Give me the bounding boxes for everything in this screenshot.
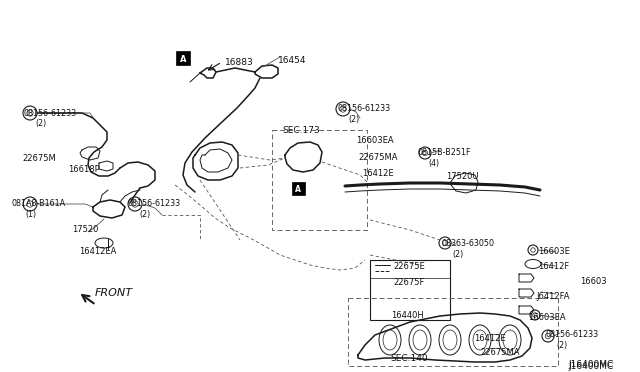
Bar bbox=[292, 182, 305, 195]
Text: (2): (2) bbox=[35, 119, 46, 128]
Text: (4): (4) bbox=[428, 159, 439, 168]
Text: 08156-61233: 08156-61233 bbox=[128, 199, 181, 208]
Text: 16603EA: 16603EA bbox=[356, 136, 394, 145]
Text: 22675M: 22675M bbox=[22, 154, 56, 163]
Bar bbox=[176, 51, 190, 65]
Text: 16412E: 16412E bbox=[362, 169, 394, 178]
Bar bbox=[370, 260, 450, 320]
Text: 0815B-B251F: 0815B-B251F bbox=[418, 148, 472, 157]
Text: 16412F: 16412F bbox=[538, 262, 569, 271]
Text: 16440H: 16440H bbox=[391, 311, 424, 320]
Text: 17520: 17520 bbox=[72, 225, 99, 234]
Text: SEC.173: SEC.173 bbox=[282, 126, 320, 135]
Text: 16412E: 16412E bbox=[474, 334, 506, 343]
Text: (2): (2) bbox=[348, 115, 359, 124]
Text: 08156-61233: 08156-61233 bbox=[337, 104, 390, 113]
Text: J6412FA: J6412FA bbox=[536, 292, 570, 301]
Text: 16603: 16603 bbox=[580, 277, 607, 286]
Text: 081A8-B161A: 081A8-B161A bbox=[12, 199, 66, 208]
Text: 22675E: 22675E bbox=[393, 262, 425, 271]
Text: J16400MC: J16400MC bbox=[568, 362, 613, 371]
Text: 16603EA: 16603EA bbox=[528, 313, 566, 322]
Text: 16454: 16454 bbox=[278, 56, 307, 65]
Text: 22675F: 22675F bbox=[393, 278, 424, 287]
Text: (2): (2) bbox=[139, 210, 150, 219]
Text: 16603E: 16603E bbox=[538, 247, 570, 256]
Text: SEC.140: SEC.140 bbox=[390, 354, 428, 363]
Text: 22675MA: 22675MA bbox=[480, 348, 520, 357]
Bar bbox=[272, 130, 367, 230]
Text: (1): (1) bbox=[25, 210, 36, 219]
Text: A: A bbox=[295, 185, 301, 193]
Text: 16412EA: 16412EA bbox=[79, 247, 116, 256]
Text: 22675MA: 22675MA bbox=[358, 153, 397, 162]
Text: 08363-63050: 08363-63050 bbox=[441, 239, 494, 248]
Text: 08156-61233: 08156-61233 bbox=[545, 330, 598, 339]
Text: 08156-61233: 08156-61233 bbox=[24, 109, 77, 118]
Text: (2): (2) bbox=[556, 341, 567, 350]
Text: 16618P: 16618P bbox=[68, 165, 100, 174]
Text: A: A bbox=[180, 55, 186, 64]
Bar bbox=[348, 298, 558, 366]
Text: J16400MC: J16400MC bbox=[568, 360, 613, 369]
Text: FRONT: FRONT bbox=[95, 288, 133, 298]
Text: 16883: 16883 bbox=[225, 58, 253, 67]
Text: 17520U: 17520U bbox=[446, 172, 479, 181]
Text: (2): (2) bbox=[452, 250, 463, 259]
